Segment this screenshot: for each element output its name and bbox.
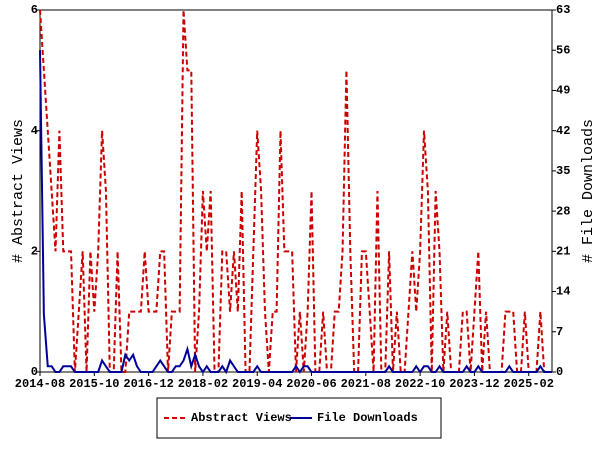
y2-tick-label: 14 bbox=[556, 285, 570, 299]
y2-tick-label: 7 bbox=[556, 325, 563, 339]
y2-tick-label: 0 bbox=[556, 365, 563, 379]
y2-tick-label: 42 bbox=[556, 124, 570, 138]
y2-tick-label: 63 bbox=[556, 3, 570, 17]
x-tick-label: 2020-06 bbox=[286, 377, 336, 391]
y-tick-label: 0 bbox=[31, 365, 38, 379]
y2-tick-label: 49 bbox=[556, 84, 570, 98]
y-axis-label: # Abstract Views bbox=[10, 119, 27, 263]
y2-axis-label: # File Downloads bbox=[580, 119, 597, 263]
x-tick-label: 2015-10 bbox=[69, 377, 119, 391]
legend-label: Abstract Views bbox=[191, 411, 292, 425]
plot-frame bbox=[39, 9, 553, 373]
x-tick-label: 2019-04 bbox=[232, 377, 282, 391]
x-tick-label: 2018-02 bbox=[178, 377, 228, 391]
x-tick-label: 2014-08 bbox=[15, 377, 65, 391]
data-line bbox=[39, 9, 552, 373]
x-tick-label: 2021-08 bbox=[341, 377, 391, 391]
x-tick-label: 2025-02 bbox=[504, 377, 554, 391]
y2-tick-label: 28 bbox=[556, 204, 570, 218]
x-tick-label: 2023-12 bbox=[449, 377, 499, 391]
y-tick-label: 4 bbox=[31, 124, 38, 138]
y-tick-label: 2 bbox=[31, 245, 38, 259]
y2-tick-label: 35 bbox=[556, 164, 570, 178]
y2-tick-label: 56 bbox=[556, 43, 570, 57]
y-tick-label: 6 bbox=[31, 3, 38, 17]
x-tick-label: 2022-10 bbox=[395, 377, 445, 391]
x-tick-label: 2016-12 bbox=[123, 377, 173, 391]
legend-label: File Downloads bbox=[317, 411, 418, 425]
data-line bbox=[39, 50, 552, 375]
y2-tick-label: 21 bbox=[556, 245, 570, 259]
